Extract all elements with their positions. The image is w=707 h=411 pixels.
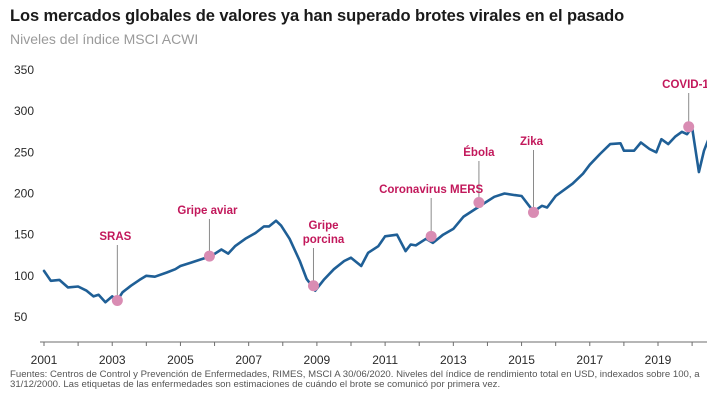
- outbreak-label: COVID-19: [662, 79, 707, 91]
- y-tick-label: 50: [14, 310, 28, 324]
- outbreak-marker: [425, 230, 437, 242]
- outbreak-label: Ébola: [463, 146, 495, 159]
- x-tick-label: 2005: [167, 353, 194, 367]
- y-tick-label: 300: [14, 104, 34, 118]
- x-tick-label: 2017: [576, 353, 603, 367]
- outbreak-label: Coronavirus MERS: [379, 184, 483, 196]
- outbreak-marker: [473, 197, 485, 209]
- y-tick-label: 350: [14, 63, 34, 77]
- outbreak-label: SRAS: [99, 231, 131, 243]
- chart-title: Los mercados globales de valores ya han …: [10, 7, 625, 25]
- x-tick-label: 2009: [304, 353, 331, 367]
- source-footnote: Fuentes: Centros de Control y Prevención…: [10, 369, 700, 391]
- outbreak-marker: [111, 295, 123, 307]
- annotation-leader-lines: [116, 93, 690, 301]
- x-tick-label: 2011: [372, 353, 398, 367]
- y-tick-label: 150: [14, 228, 34, 242]
- annotation-markers: [111, 121, 695, 307]
- annotation-labels: SRAS Gripe aviar Gripe porcina Coronavirus M…: [99, 79, 707, 246]
- outbreak-marker: [307, 280, 319, 292]
- x-tick-label: 2015: [508, 353, 535, 367]
- x-tick-label: 2001: [31, 353, 58, 367]
- y-tick-label: 250: [14, 145, 34, 159]
- x-tick-label: 2019: [645, 353, 672, 367]
- x-tick-label: 2003: [99, 353, 126, 367]
- y-axis-tick-labels: 50 100 150 200 250 300 350: [14, 63, 34, 324]
- outbreak-marker: [203, 250, 215, 262]
- x-axis-tick-labels: 2001 2003 2005 2007 2009 2011 2013 2015 2017 2019: [31, 353, 672, 367]
- y-tick-label: 200: [14, 187, 34, 201]
- x-tick-label: 2007: [235, 353, 262, 367]
- msci-acwi-series-line: [42, 126, 707, 304]
- outbreak-marker: [527, 206, 539, 218]
- outbreak-label: Zika: [520, 136, 544, 148]
- x-tick-label: 2013: [440, 353, 467, 367]
- outbreak-marker: [683, 121, 695, 133]
- outbreak-label: Gripe porcina: [303, 220, 345, 246]
- x-axis-ticks: [43, 342, 693, 346]
- outbreak-label: Gripe aviar: [177, 205, 238, 217]
- y-tick-label: 100: [14, 269, 34, 283]
- chart-subtitle: Niveles del índice MSCI ACWI: [10, 31, 199, 47]
